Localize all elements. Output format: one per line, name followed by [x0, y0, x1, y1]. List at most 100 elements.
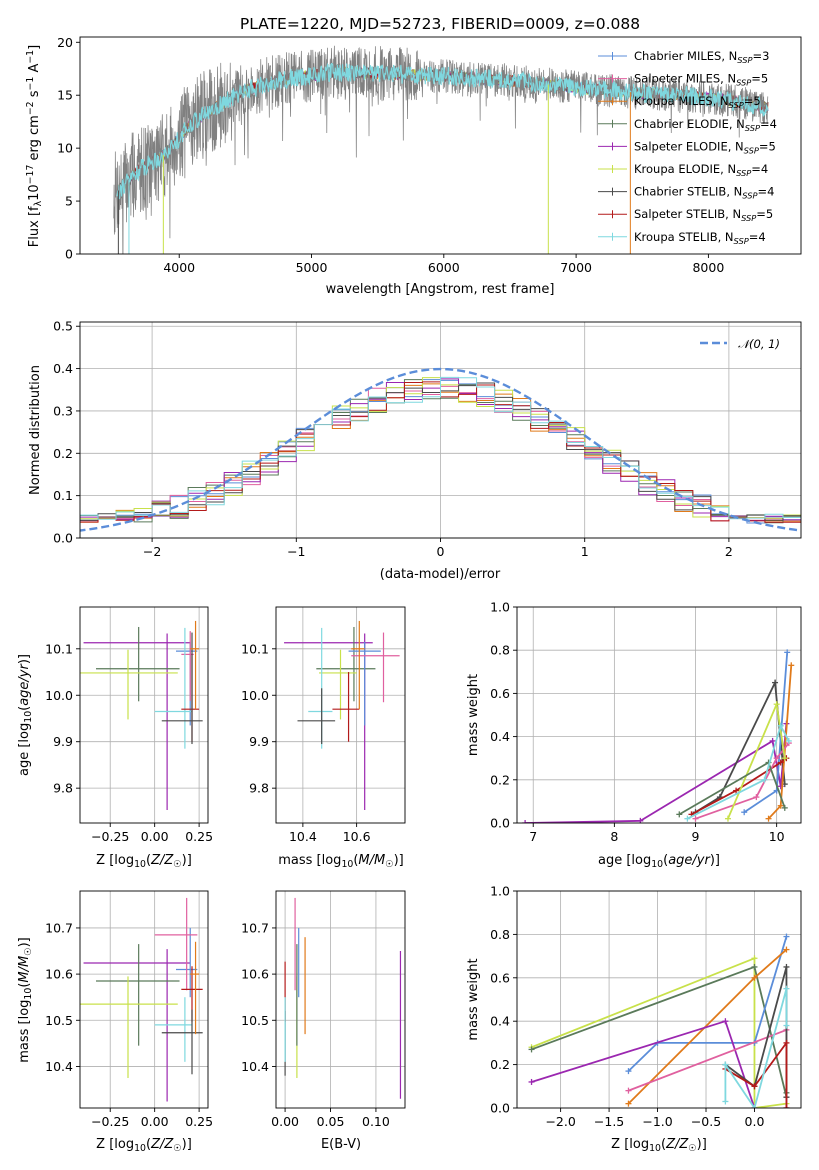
y-axis-label: mass [log10​(M/M☉​)]	[17, 937, 34, 1063]
residual-panel: −2 −1 0 1 2 0.0 0.1 0.2 0.3 0.4 0.5 𝒩(0, 1) (data-mo…	[28, 319, 802, 582]
y-tick-label: 5	[65, 194, 73, 209]
x-tick-label: 10.4	[289, 829, 317, 844]
y-tick-label: 0.1	[53, 488, 73, 503]
y-tick-label: 0.5	[53, 319, 73, 334]
y-tick-label: 9.9	[53, 734, 73, 749]
axes-frame	[275, 606, 406, 824]
x-tick-label: 0	[437, 544, 445, 559]
axes-frame	[516, 606, 802, 824]
data-spectrum	[113, 45, 769, 254]
x-tick-label: 1	[581, 544, 589, 559]
x-tick-label: 6000	[428, 260, 460, 275]
axes-frame	[79, 36, 802, 255]
x-tick-label: −0.25	[91, 829, 129, 844]
y-tick-label: 10.7	[241, 920, 269, 935]
x-tick-label: −2.0	[545, 1114, 575, 1129]
y-tick-label: 10.6	[241, 967, 269, 982]
x-axis-label: (data-model)/error	[380, 567, 501, 582]
y-tick-label: 10.4	[241, 1059, 269, 1074]
x-tick-label: 9	[692, 829, 700, 844]
y-tick-label: 9.8	[249, 781, 269, 796]
y-tick-label: 0.6	[490, 686, 510, 701]
histogram-kroupa_stelib	[80, 376, 801, 538]
x-tick-label: −1	[287, 544, 305, 559]
y-tick-label: 1.0	[490, 600, 510, 615]
plot-area	[80, 897, 203, 1102]
plot-area	[284, 897, 402, 1099]
x-tick-label: 0.00	[141, 1114, 169, 1129]
x-tick-label: 0.0	[745, 1114, 765, 1129]
y-tick-label: 9.8	[53, 781, 73, 796]
y-tick-label: 0.8	[490, 927, 510, 942]
x-axis-label: age [log10​(age/yr)]	[598, 853, 720, 870]
weight-line-salpeter_stelib	[724, 1040, 788, 1108]
y-tick-label: 0.4	[490, 1014, 510, 1029]
x-tick-label: 8000	[692, 260, 724, 275]
legend-label-kroupa_stelib: Kroupa STELIB, NSSP​=4	[634, 230, 766, 246]
x-tick-label: 0.25	[185, 829, 213, 844]
x-axis-label: wavelength [Angstrom, rest frame]	[326, 282, 555, 297]
legend-label-chabrier_stelib: Chabrier STELIB, NSSP​=4	[634, 185, 774, 201]
y-tick-label: 0.3	[53, 403, 73, 418]
x-axis-label: mass [log10​(M/M☉​)]	[278, 853, 404, 870]
mass-vs-metallicity-panel: −0.25 0.00 0.25 10.4 10.5 10.6 10.7 Z [log10​(Z…	[17, 890, 213, 1154]
figure-title: PLATE=1220, MJD=52723, FIBERID=0009, z=0…	[240, 15, 640, 33]
x-tick-label: 7000	[560, 260, 592, 275]
plot-area	[284, 620, 400, 810]
plot-area	[80, 367, 801, 538]
x-axis-label: Z [log10​(Z/Z☉​)]	[611, 1137, 707, 1154]
y-tick-label: 10.0	[241, 688, 269, 703]
y-tick-label: 0.2	[490, 772, 510, 787]
weight-line-chabrier_stelib	[695, 679, 786, 813]
x-tick-label: −2	[143, 544, 161, 559]
y-tick-label: 0.0	[490, 816, 510, 831]
weight-line-chabrier_miles	[627, 936, 788, 1072]
x-tick-label: 5000	[296, 260, 328, 275]
mass-vs-ebv-panel: 0.00 0.05 0.10 10.4 10.5 10.6 10.7 E(B-V)	[241, 890, 406, 1152]
y-tick-label: 10.1	[241, 641, 269, 656]
y-axis-label: mass weight	[466, 674, 481, 756]
y-tick-label: 20	[57, 35, 73, 50]
weight-line-kroupa_stelib	[686, 723, 790, 820]
weight-line-salpeter_stelib	[691, 757, 787, 816]
y-axis-label: mass weight	[466, 958, 481, 1040]
y-tick-label: 0.4	[53, 361, 73, 376]
y-tick-label: 10.4	[45, 1059, 73, 1074]
weight-line-salpeter_miles	[628, 1028, 788, 1108]
y-tick-label: 10.5	[241, 1013, 269, 1028]
x-tick-label: 7	[529, 829, 537, 844]
x-tick-label: 0.10	[362, 1114, 390, 1129]
y-axis-label: Flux [fλ​10−17​ erg cm−2​ s−1​ A−1​]	[25, 45, 44, 247]
y-tick-label: 0.0	[53, 531, 73, 546]
plot-area	[80, 620, 203, 810]
x-tick-label: 10.6	[343, 829, 371, 844]
axes-frame	[275, 890, 406, 1109]
legend-label-salpeter_stelib: Salpeter STELIB, NSSP​=5	[634, 207, 773, 223]
y-tick-label: 0.4	[490, 729, 510, 744]
model-spectrum-overlay	[116, 62, 769, 200]
age-vs-mass-panel: 10.4 10.6 9.8 9.9 10.0 10.1 mass [log10​(M/M☉​…	[241, 606, 406, 870]
spectrum-panel: 4000 5000 6000 7000 8000 0 5 10 15 20 wavelength […	[25, 35, 802, 297]
y-tick-label: 0.2	[490, 1057, 510, 1072]
x-tick-label: −0.25	[91, 1114, 129, 1129]
legend-label-chabrier_elodie: Chabrier ELODIE, NSSP​=4	[634, 117, 777, 133]
weight-vs-metallicity-panel: −2.0 −1.5 −1.0 −0.5 0.0 0.0 0.2 0.4 0.6 0.8 1.0 mas…	[466, 884, 802, 1154]
x-tick-label: 10	[769, 829, 785, 844]
y-axis-label: Normed distribution	[28, 365, 43, 495]
y-tick-label: 0.0	[490, 1101, 510, 1116]
y-tick-label: 9.9	[249, 734, 269, 749]
y-tick-label: 10.0	[45, 688, 73, 703]
plot-area	[113, 45, 769, 254]
x-tick-label: 8	[610, 829, 618, 844]
weight-vs-age-panel: 7 8 9 10 0.0 0.2 0.4 0.6 0.8 1.0 mass weight age [l…	[466, 600, 802, 870]
x-axis-label: Z [log10​(Z/Z☉​)]	[96, 1137, 192, 1154]
axes-frame	[79, 890, 209, 1109]
axes-frame	[79, 606, 209, 824]
legend-label-salpeter_elodie: Salpeter ELODIE, NSSP​=5	[634, 139, 776, 155]
y-tick-label: 0.2	[53, 446, 73, 461]
x-tick-label: 0.25	[185, 1114, 213, 1129]
weight-line-chabrier_stelib	[724, 966, 788, 1098]
legend-label-chabrier_miles: Chabrier MILES, NSSP​=3	[634, 49, 769, 65]
y-tick-label: 10.7	[45, 920, 73, 935]
